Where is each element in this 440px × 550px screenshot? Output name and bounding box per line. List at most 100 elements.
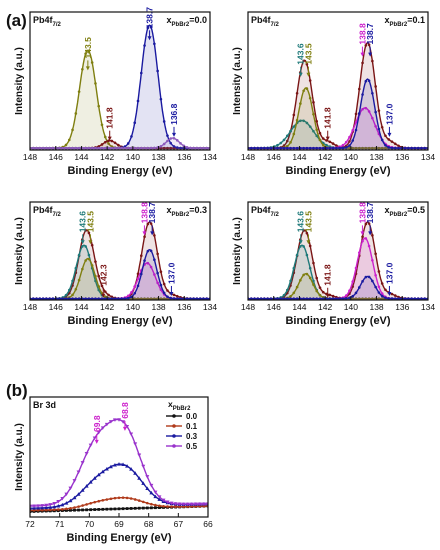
- data-point: [145, 475, 150, 479]
- data-point: [156, 271, 159, 275]
- x-tick-label: 136: [395, 152, 409, 162]
- data-point: [312, 146, 315, 150]
- data-point: [285, 144, 289, 148]
- data-point: [45, 297, 48, 300]
- data-point: [133, 291, 137, 295]
- data-point: [321, 290, 325, 294]
- data-point: [133, 506, 137, 510]
- data-point: [52, 504, 57, 509]
- peak-label: 136.8: [169, 103, 179, 125]
- data-point: [143, 259, 146, 262]
- data-point: [305, 253, 309, 257]
- data-point: [305, 121, 309, 125]
- data-point: [321, 297, 325, 300]
- data-point: [157, 497, 162, 501]
- data-point: [136, 284, 140, 288]
- data-point: [153, 258, 156, 262]
- data-point: [77, 505, 80, 508]
- data-point: [377, 285, 381, 289]
- data-point: [31, 146, 35, 150]
- chart-panel-1: 143.5 141.8 138.7 136.8 148 146 144 142 140 138 13…: [14, 7, 217, 177]
- data-point: [179, 146, 182, 150]
- data-point: [51, 146, 55, 150]
- data-point: [172, 293, 176, 297]
- x-tick-label: 138: [151, 302, 165, 312]
- data-point: [85, 508, 89, 512]
- data-point: [105, 507, 109, 511]
- series-fill: [30, 245, 210, 300]
- data-point: [367, 146, 371, 150]
- data-point: [84, 484, 89, 488]
- composition-label: xPbBr2=0.5: [385, 205, 425, 218]
- series-line: [248, 119, 428, 149]
- data-point: [393, 294, 397, 297]
- data-point: [374, 273, 377, 277]
- data-point: [308, 266, 312, 270]
- data-point: [295, 146, 299, 150]
- peak-arrowhead: [150, 231, 155, 236]
- data-point: [87, 146, 91, 150]
- peak-arrowhead: [368, 231, 373, 236]
- data-point: [81, 267, 84, 271]
- data-point: [338, 297, 341, 300]
- legend-entry: 0.3: [186, 432, 198, 441]
- data-point: [68, 486, 73, 491]
- data-point: [361, 239, 364, 243]
- peak-label: 143.5: [303, 211, 313, 233]
- data-point: [249, 297, 253, 300]
- data-point: [341, 297, 345, 300]
- data-point: [137, 476, 142, 480]
- data-point: [139, 272, 143, 276]
- data-point: [108, 464, 113, 469]
- data-point: [393, 142, 397, 146]
- x-tick-label: 144: [292, 302, 306, 312]
- data-point: [384, 143, 387, 147]
- data-point: [126, 142, 130, 145]
- data-point: [81, 504, 84, 507]
- data-point: [129, 507, 133, 510]
- data-point: [354, 128, 358, 132]
- data-point: [51, 297, 55, 300]
- data-point: [48, 505, 53, 509]
- data-point: [269, 297, 273, 300]
- data-point: [153, 490, 158, 495]
- data-point: [146, 261, 150, 265]
- peak-label: 138.7: [365, 23, 375, 45]
- data-point: [94, 260, 97, 263]
- data-point: [80, 488, 85, 492]
- data-point: [64, 297, 68, 300]
- data-point: [107, 142, 110, 145]
- data-point: [331, 142, 335, 145]
- data-point: [393, 297, 397, 300]
- data-point: [348, 140, 351, 143]
- data-point: [384, 296, 387, 300]
- data-point: [156, 281, 159, 285]
- data-point: [305, 62, 309, 66]
- x-tick-label: 144: [74, 302, 88, 312]
- data-point: [344, 146, 348, 149]
- legend-marker: [172, 414, 176, 418]
- data-point: [162, 120, 166, 123]
- data-point: [90, 146, 94, 150]
- peak-arrowhead: [360, 231, 365, 236]
- data-point: [403, 297, 407, 300]
- data-point: [351, 146, 355, 150]
- peak-label: 141.8: [323, 107, 333, 129]
- data-point: [64, 501, 69, 505]
- data-point: [289, 146, 292, 150]
- data-point: [312, 129, 315, 133]
- data-point: [169, 296, 173, 300]
- series-line: [30, 49, 210, 149]
- data-point: [205, 297, 209, 300]
- data-point: [321, 146, 325, 150]
- data-point: [107, 146, 110, 150]
- data-point: [143, 297, 146, 300]
- data-point: [52, 508, 56, 512]
- data-point: [93, 500, 97, 504]
- data-point: [308, 146, 312, 150]
- data-point: [308, 297, 312, 300]
- peak-label: 138.8: [357, 202, 367, 224]
- data-point: [189, 146, 192, 150]
- peak-label: 142.3: [98, 264, 108, 286]
